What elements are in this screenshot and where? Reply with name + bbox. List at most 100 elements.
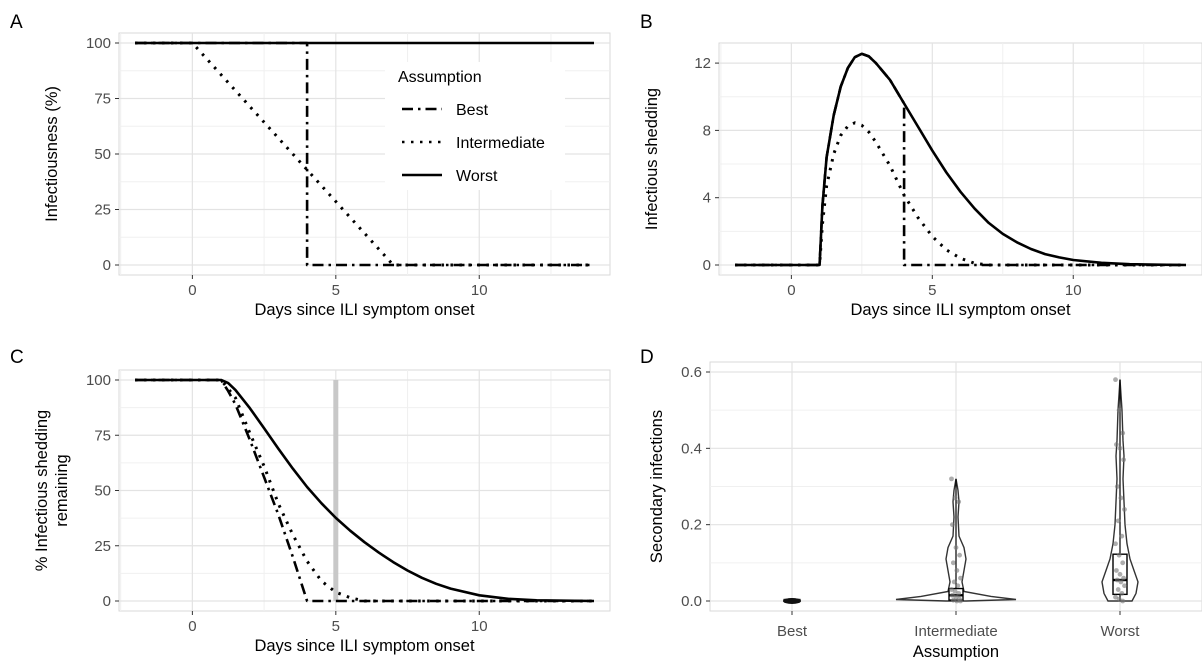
data-point: [1121, 457, 1126, 463]
data-point: [1114, 568, 1119, 573]
y-tick-label: 50: [94, 483, 111, 500]
y-tick-label: 0.2: [681, 517, 702, 534]
x-tick-label: 0: [188, 282, 196, 299]
data-point: [1115, 518, 1121, 524]
legend-label-best: Best: [456, 102, 489, 119]
data-point: [1117, 445, 1123, 451]
y-tick-label: 0.0: [681, 593, 702, 610]
x-axis-label: Days since ILI symptom onset: [254, 637, 474, 655]
y-tick-label: 25: [94, 202, 111, 219]
data-point: [958, 598, 963, 604]
y-tick-label: 8: [703, 122, 711, 139]
series-line-worst: [135, 378, 595, 603]
y-axis-label: Infectious shedding: [643, 88, 661, 230]
x-tick-label: 10: [471, 282, 488, 299]
x-tick-label: Worst: [1101, 623, 1141, 640]
data-point: [955, 583, 961, 589]
data-point: [1116, 552, 1122, 558]
data-point: [1118, 579, 1124, 585]
series-line-worst: [735, 52, 1187, 267]
y-tick-label: 0.6: [681, 364, 702, 381]
x-tick-label: 0: [188, 618, 196, 635]
y-tick-label: 100: [86, 372, 111, 389]
data-point: [950, 560, 956, 566]
series-line-best: [135, 41, 594, 267]
y-tick-label: 0: [103, 257, 111, 274]
x-tick-label: 0: [787, 282, 795, 299]
y-tick-label: 0: [103, 593, 111, 610]
data-point: [953, 545, 959, 550]
panel-d: 0.0 0.2 0.4 0.6 Best Intermediate Worst D Assump…: [640, 347, 1202, 661]
data-point: [954, 568, 960, 573]
data-point: [1120, 430, 1126, 436]
y-tick-label: 25: [94, 538, 111, 555]
panel-b: 0 5 10 0 4 8 12 B Days since ILI symptom onset In…: [640, 12, 1202, 319]
data-point: [954, 598, 960, 604]
series-line-best: [735, 52, 1186, 267]
x-tick-label: 5: [332, 282, 340, 299]
data-point: [1122, 507, 1127, 512]
legend: Assumption Best Intermediate Worst: [385, 62, 565, 190]
data-point: [1119, 590, 1125, 596]
data-point: [1115, 587, 1121, 592]
x-tick-label: Intermediate: [914, 623, 997, 640]
legend-title: Assumption: [398, 69, 482, 86]
y-tick-label: 12: [694, 55, 711, 72]
data-point: [1117, 571, 1123, 577]
x-tick-label: 10: [1065, 282, 1082, 299]
y-axis-label: Infectiousness (%): [43, 86, 61, 222]
data-point: [956, 499, 962, 505]
y-tick-label: 0: [703, 257, 711, 274]
data-point: [1113, 377, 1118, 383]
data-point: [1121, 575, 1126, 581]
legend-label-intermediate: Intermediate: [456, 135, 545, 152]
data-point: [949, 476, 954, 482]
legend-label-worst: Worst: [456, 168, 498, 185]
y-tick-label: 0.4: [681, 440, 702, 457]
y-tick-label: 4: [703, 190, 711, 207]
data-point: [1116, 407, 1122, 413]
data-point: [1118, 495, 1124, 501]
x-axis-label: Days since ILI symptom onset: [254, 301, 474, 319]
x-tick-label: 10: [471, 618, 488, 635]
panel-label: B: [640, 12, 653, 33]
panel-label: D: [640, 347, 654, 368]
data-point: [950, 522, 955, 528]
y-tick-label: 75: [94, 91, 111, 108]
data-point: [950, 592, 955, 598]
y-tick-label: 100: [86, 35, 111, 52]
data-point: [952, 589, 958, 594]
data-point: [783, 598, 801, 604]
data-point: [957, 552, 962, 558]
x-tick-label: 5: [928, 282, 936, 299]
y-tick-label: 50: [94, 146, 111, 163]
data-point: [951, 579, 957, 585]
panel-background: [718, 42, 1202, 276]
data-point: [1113, 541, 1118, 547]
data-point: [1122, 583, 1127, 589]
data-point: [949, 587, 954, 592]
panel-label: A: [10, 12, 23, 33]
y-axis-label: Secondary infections: [648, 410, 666, 563]
data-point: [950, 597, 956, 603]
x-tick-label: Best: [777, 623, 808, 640]
y-axis-label: % Infectious shedding remaining: [33, 410, 71, 571]
x-axis-label: Days since ILI symptom onset: [850, 301, 1070, 319]
panel-label: C: [10, 347, 24, 368]
data-point: [958, 575, 963, 581]
data-point: [1114, 442, 1119, 447]
data-point: [952, 495, 958, 501]
data-point: [1113, 594, 1118, 600]
data-point: [1114, 577, 1120, 583]
data-point: [1114, 484, 1120, 489]
data-point: [1120, 560, 1126, 566]
y-tick-label: 75: [94, 427, 111, 444]
legend-box: [385, 62, 565, 190]
data-point: [1120, 598, 1126, 604]
series-line-best: [135, 378, 594, 603]
data-point: [956, 590, 962, 596]
x-tick-label: 5: [332, 618, 340, 635]
